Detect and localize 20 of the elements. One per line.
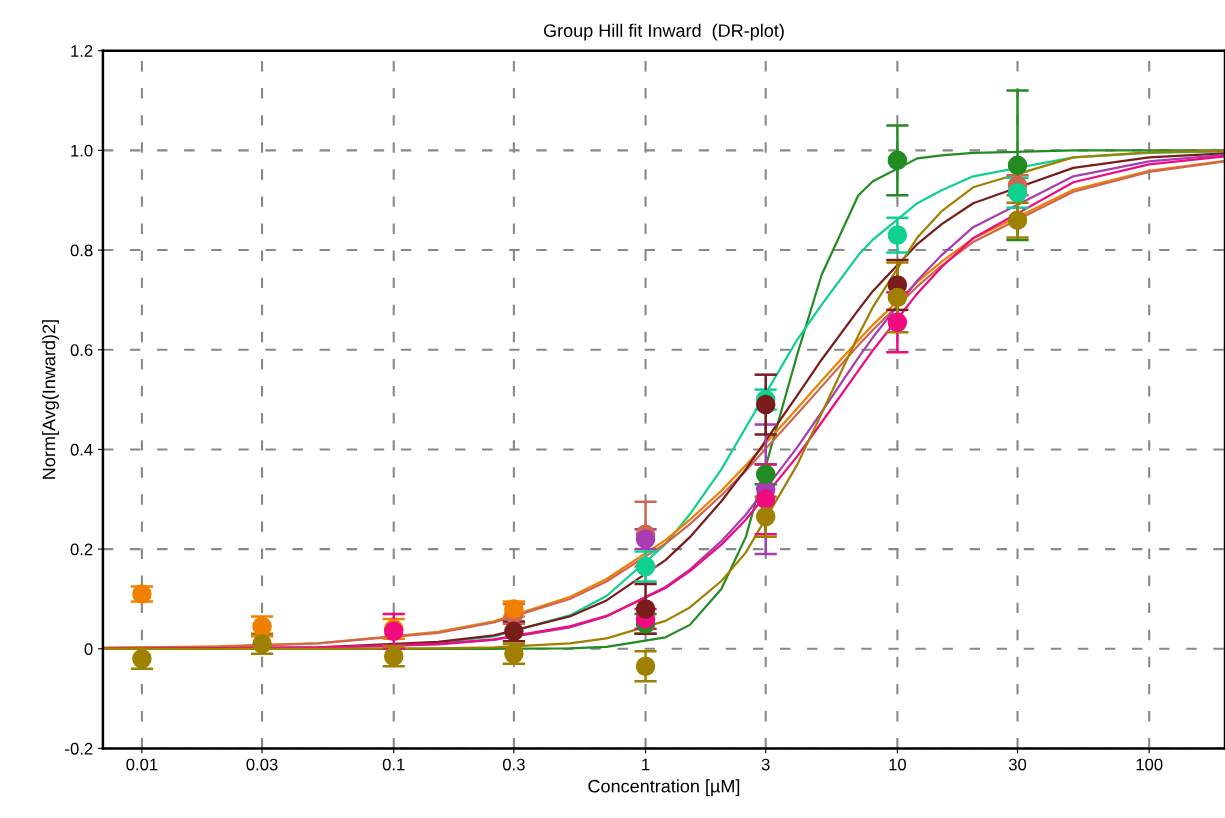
- x-tick-label: 100: [1136, 758, 1163, 771]
- x-tick-label: 10: [889, 758, 906, 771]
- y-tick-label: 0.4: [70, 443, 93, 456]
- x-axis-title: Concentration [µM]: [588, 779, 740, 797]
- y-tick-label: 0: [84, 643, 93, 655]
- y-tick-label: -0.2: [65, 742, 93, 755]
- x-tick-label: 0.1: [382, 758, 405, 771]
- x-tick-label: 1: [642, 758, 650, 771]
- y-tick-label: 0.8: [70, 244, 93, 257]
- y-tick-label: 0.6: [70, 344, 93, 356]
- x-tick-label: 0.3: [502, 758, 525, 771]
- y-tick-label: 1.2: [71, 45, 93, 57]
- y-tick-label: 1.0: [71, 144, 93, 157]
- y-axis-title: Norm[Avg(Inward)2]: [42, 320, 59, 479]
- chart-title: Group Hill fit Inward (DR-plot): [543, 23, 784, 41]
- y-tick-label: 0.2: [70, 543, 93, 556]
- x-tick-label: 30: [1008, 758, 1027, 771]
- x-tick-label: 0.03: [246, 758, 278, 771]
- x-tick-label: 0.01: [126, 758, 158, 771]
- x-tick-label: 3: [761, 758, 770, 771]
